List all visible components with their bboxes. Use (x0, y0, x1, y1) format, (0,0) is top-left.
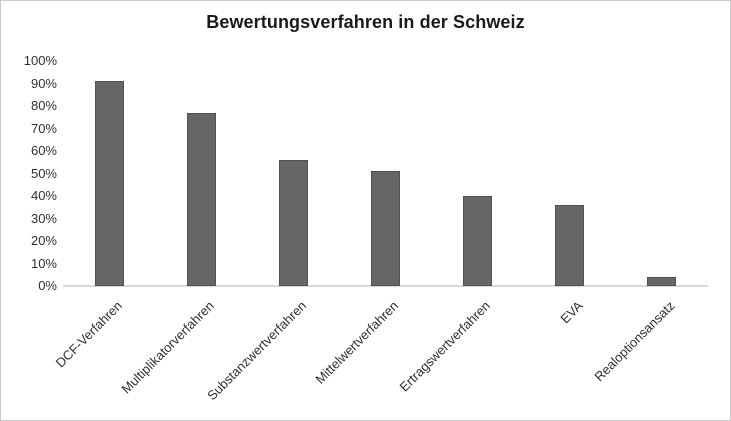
x-axis-label: Ertragswertverfahren (396, 298, 494, 395)
y-axis-tick-label: 100% (23, 53, 57, 68)
x-axis-label: Mittelwertverfahren (312, 298, 402, 387)
bar (463, 196, 493, 286)
y-axis-tick-label: 90% (30, 75, 57, 91)
y-axis-tick-label: 20% (30, 233, 57, 248)
x-axis-label: EVA (557, 298, 586, 327)
y-axis-tick-label: 30% (30, 210, 57, 226)
bar (278, 160, 308, 286)
x-axis-label: Substanzwertverfahren (203, 298, 309, 404)
bar (647, 277, 677, 286)
y-axis-tick-label: 60% (30, 143, 57, 158)
x-axis-line (63, 285, 708, 287)
y-axis-tick-label: 40% (30, 188, 57, 203)
y-axis-tick-label: 10% (30, 255, 57, 271)
bar (94, 81, 124, 286)
y-axis-tick-label: 50% (30, 165, 57, 181)
y-axis-tick-label: 80% (30, 98, 57, 113)
x-axis-label: Realoptionsansatz (591, 298, 678, 385)
y-axis-tick-label: 0% (38, 278, 57, 293)
y-axis-tick-label: 70% (30, 120, 57, 136)
bar (555, 205, 585, 286)
chart-title: Bewertungsverfahren in der Schweiz (206, 12, 525, 32)
x-axis-label: DCF-Verfahren (52, 298, 125, 371)
x-axis-label: Multiplikatorverfahren (118, 298, 217, 397)
bar (371, 171, 400, 286)
bar (186, 112, 216, 286)
